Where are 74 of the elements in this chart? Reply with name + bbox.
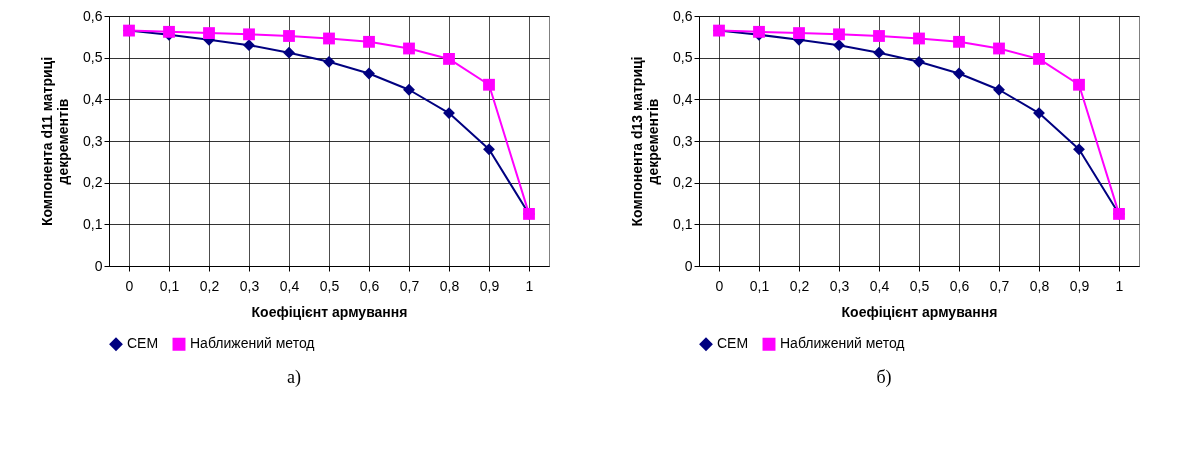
- point: [322, 32, 335, 45]
- point: [952, 35, 965, 48]
- x-tick-label: 0: [715, 277, 724, 294]
- point: [282, 46, 295, 59]
- y-tick-label: 0,4: [82, 90, 103, 107]
- x-tick-label: 0,5: [319, 277, 339, 294]
- x-axis-title: Коефіцієнт армування: [841, 303, 997, 320]
- point: [992, 83, 1005, 96]
- y-tick-label: 0: [94, 257, 103, 274]
- y-tick-label: 0,1: [672, 215, 693, 232]
- x-tick-label: 1: [525, 277, 534, 294]
- x-tick-label: 0,4: [869, 277, 889, 294]
- x-tick-label: 0,7: [989, 277, 1009, 294]
- point: [912, 55, 925, 68]
- y-axis-title: Компонента d11 матриці декрементів: [38, 56, 71, 227]
- point: [792, 27, 805, 39]
- point: [242, 39, 255, 52]
- point: [402, 42, 415, 55]
- y-tick-label: 0,4: [672, 90, 693, 107]
- x-tick-label: 0,2: [199, 277, 219, 294]
- x-tick-label: 0,1: [159, 277, 179, 294]
- x-tick-label: 0,8: [1029, 277, 1049, 294]
- point: [872, 30, 885, 42]
- point: [362, 35, 375, 48]
- y-tick-label: 0,2: [672, 174, 693, 191]
- x-tick-label: 0,3: [829, 277, 849, 294]
- point: [242, 28, 255, 41]
- legend-label: Наближений метод: [189, 335, 315, 352]
- x-tick-label: 0: [125, 277, 134, 294]
- y-tick-label: 0,5: [672, 49, 693, 66]
- legend-label: Наближений метод: [779, 335, 905, 352]
- point: [1072, 143, 1085, 156]
- point: [282, 30, 295, 42]
- y-tick-label: 0,6: [672, 7, 693, 24]
- x-tick-label: 0,9: [479, 277, 499, 294]
- point: [402, 83, 415, 96]
- x-tick-label: 0,5: [909, 277, 929, 294]
- y-tick-label: 0,1: [82, 215, 103, 232]
- point: [832, 28, 845, 41]
- point: [202, 27, 215, 39]
- point: [952, 67, 965, 80]
- point: [442, 53, 455, 65]
- x-tick-label: 0,6: [949, 277, 969, 294]
- legend-label: CEM: [126, 335, 158, 352]
- x-tick-label: 1: [1115, 277, 1124, 294]
- point: [482, 143, 495, 156]
- point: [832, 39, 845, 52]
- point: [1072, 78, 1085, 91]
- x-tick-label: 0,4: [279, 277, 299, 294]
- point: [482, 78, 495, 91]
- point: [912, 32, 925, 45]
- text: а): [287, 367, 301, 388]
- text: б): [876, 367, 892, 388]
- y-tick-label: 0,6: [82, 7, 103, 24]
- point: [872, 46, 885, 59]
- point: [362, 67, 375, 80]
- x-tick-label: 0,8: [439, 277, 459, 294]
- x-tick-label: 0,6: [359, 277, 379, 294]
- x-tick-label: 0,7: [399, 277, 419, 294]
- y-tick-label: 0,3: [82, 132, 103, 149]
- x-axis-title: Коефіцієнт армування: [251, 303, 407, 320]
- point: [322, 55, 335, 68]
- x-tick-label: 0,3: [239, 277, 259, 294]
- y-axis-title: Компонента d13 матриці декрементів: [628, 56, 661, 227]
- x-tick-label: 0,1: [749, 277, 769, 294]
- y-tick-label: 0,3: [672, 132, 693, 149]
- point: [992, 42, 1005, 55]
- y-tick-label: 0,2: [82, 174, 103, 191]
- x-tick-label: 0,2: [789, 277, 809, 294]
- x-tick-label: 0,9: [1069, 277, 1089, 294]
- y-tick-label: 0: [684, 257, 693, 274]
- y-tick-label: 0,5: [82, 49, 103, 66]
- legend-label: CEM: [716, 335, 748, 352]
- point: [1032, 53, 1045, 65]
